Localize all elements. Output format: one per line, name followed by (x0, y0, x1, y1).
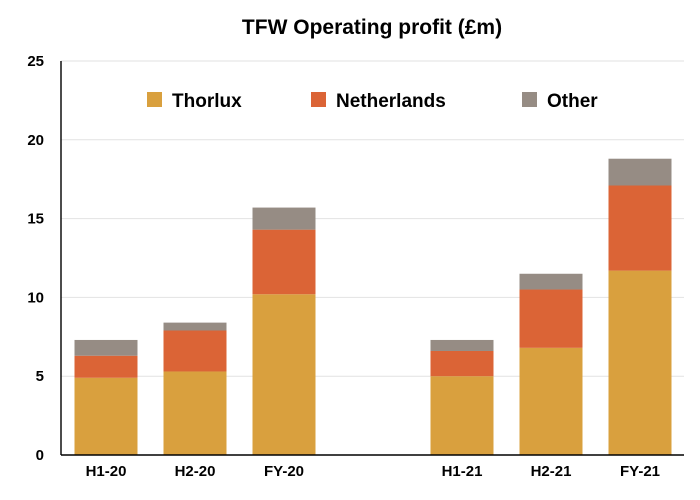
y-tick-label: 25 (27, 53, 44, 70)
legend-label: Other (547, 91, 598, 112)
x-tick-label: FY-20 (264, 463, 304, 480)
y-tick-label: 15 (27, 211, 44, 228)
bar-segment-thorlux (252, 294, 316, 455)
bar-segment-netherlands (74, 355, 138, 378)
bar-segment-thorlux (163, 371, 227, 455)
legend-swatch-thorlux (147, 92, 162, 107)
bar-segment-netherlands (608, 185, 672, 271)
x-tick-label: H1-21 (442, 463, 483, 480)
y-axis-ticks: 0 5 10 15 20 25 (27, 53, 44, 464)
bar-segment-other (74, 339, 138, 356)
x-tick-label: H2-21 (531, 463, 572, 480)
bar-segment-thorlux (608, 270, 672, 455)
y-tick-label: 0 (36, 447, 44, 464)
bar-segment-netherlands (252, 229, 316, 295)
bar-segment-thorlux (74, 377, 138, 455)
x-tick-label: FY-21 (620, 463, 660, 480)
x-tick-label: H2-20 (175, 463, 216, 480)
bar-segment-other (163, 322, 227, 331)
bar-segment-other (252, 207, 316, 230)
legend-label: Thorlux (172, 91, 242, 112)
bar-segment-thorlux (430, 376, 494, 455)
bar-segment-netherlands (519, 289, 583, 348)
bar-segment-thorlux (519, 347, 583, 455)
chart-title: TFW Operating profit (£m) (242, 16, 502, 39)
legend-label: Netherlands (336, 91, 446, 112)
bar-segment-netherlands (163, 330, 227, 372)
bars (74, 158, 672, 455)
y-tick-label: 10 (27, 289, 44, 306)
bar-segment-other (608, 158, 672, 186)
y-tick-label: 20 (27, 132, 44, 149)
bar-segment-netherlands (430, 350, 494, 377)
bar-segment-other (430, 339, 494, 351)
x-axis-ticks: H1-20 H2-20 FY-20 H1-21 H2-21 FY-21 (86, 463, 660, 480)
y-tick-label: 5 (36, 368, 44, 385)
legend: Thorlux Netherlands Other (147, 91, 598, 112)
legend-swatch-netherlands (311, 92, 326, 107)
legend-swatch-other (522, 92, 537, 107)
bar-segment-other (519, 273, 583, 290)
axes (60, 61, 684, 456)
x-tick-label: H1-20 (86, 463, 127, 480)
